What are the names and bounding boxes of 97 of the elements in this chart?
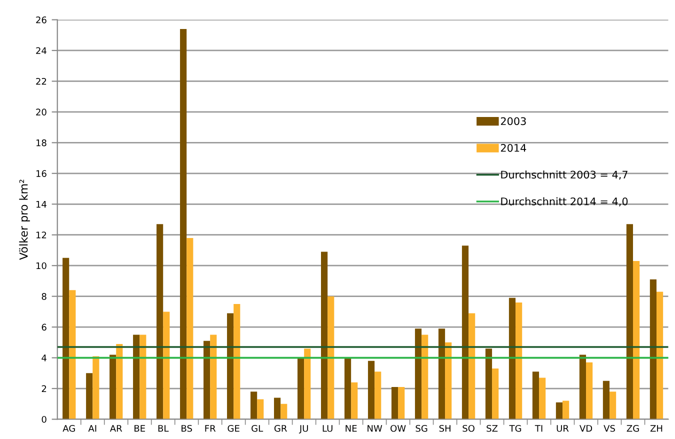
legend-label: Durchschnitt 2003 = 4,7 — [501, 170, 628, 180]
bar — [586, 362, 593, 420]
bar — [422, 334, 428, 420]
y-tick-label: 26 — [36, 16, 46, 24]
bar — [180, 28, 187, 420]
bar — [656, 292, 664, 420]
bar — [344, 358, 352, 420]
y-tick-label: 6 — [42, 324, 46, 331]
bar — [186, 238, 194, 420]
bar — [368, 360, 375, 420]
y-tick-label: 12 — [36, 232, 46, 238]
legend-label: Durchschnitt 2014 = 4,0 — [501, 197, 628, 206]
bar — [633, 260, 640, 420]
bar — [210, 334, 217, 420]
bar — [110, 354, 116, 420]
bar — [140, 334, 146, 420]
x-tick-label: VD — [580, 425, 592, 432]
x-tick-label: BL — [158, 425, 169, 432]
bar — [556, 402, 563, 420]
x-tick-label: ZG — [626, 424, 639, 432]
y-tick-label: 20 — [36, 108, 46, 116]
bar — [508, 298, 516, 420]
bar — [532, 372, 540, 420]
bar — [485, 348, 492, 420]
x-tick-label: ZH — [650, 425, 662, 432]
y-tick-label: 10 — [36, 262, 46, 270]
x-tick-label: AI — [88, 425, 96, 432]
bar — [62, 258, 70, 420]
y-tick-label: 24 — [36, 47, 46, 54]
bar — [297, 358, 304, 420]
bar — [133, 334, 140, 420]
bar — [462, 246, 469, 420]
x-tick-label: NE — [346, 425, 357, 432]
bar — [579, 354, 586, 420]
bar — [445, 342, 452, 420]
bar — [610, 392, 616, 420]
bar — [86, 373, 93, 420]
x-tick-label: SH — [439, 424, 450, 432]
bar — [92, 356, 100, 420]
bar — [280, 404, 288, 420]
bar — [414, 328, 422, 420]
bar — [539, 378, 546, 420]
x-tick-label: SG — [416, 424, 428, 432]
x-tick-label: OW — [390, 424, 406, 432]
bar — [468, 313, 476, 420]
bar — [602, 380, 610, 420]
bar — [398, 386, 405, 420]
bar — [304, 348, 311, 420]
bar — [438, 328, 446, 420]
y-tick-label: 16 — [36, 170, 46, 177]
bar — [234, 304, 240, 420]
bar — [626, 224, 634, 420]
x-tick-label: GR — [274, 424, 287, 432]
bar — [562, 400, 570, 420]
x-tick-label: GL — [252, 424, 264, 432]
x-tick-label: JU — [298, 425, 308, 434]
y-tick-label: 0 — [42, 416, 46, 423]
legend-label: 2014 — [500, 144, 526, 152]
bar — [320, 252, 328, 420]
y-axis-title: Völker pro km² — [19, 180, 30, 260]
bar — [650, 279, 656, 420]
y-tick-label: 22 — [36, 78, 46, 85]
bar — [374, 372, 382, 420]
legend-label: 2003 — [500, 117, 526, 126]
x-tick-label: SO — [462, 424, 474, 432]
x-tick-label: UR — [556, 425, 569, 432]
x-tick-label: BE — [134, 425, 145, 432]
bar — [492, 368, 499, 420]
bar — [516, 302, 522, 420]
bar — [257, 399, 264, 420]
bar — [204, 340, 210, 420]
y-tick-label: 14 — [36, 200, 46, 208]
bar — [156, 224, 164, 420]
bar — [274, 398, 281, 420]
y-tick-label: 18 — [36, 139, 46, 146]
bar — [351, 382, 358, 420]
x-tick-label: NW — [368, 425, 382, 432]
x-tick-label: TG — [509, 424, 522, 432]
y-tick-label: 8 — [42, 293, 46, 300]
bar — [391, 386, 398, 420]
x-tick-label: AG — [62, 424, 75, 432]
x-tick-label: GE — [228, 424, 240, 432]
bar — [116, 344, 123, 420]
x-tick-label: FR — [205, 425, 216, 432]
x-tick-label: SZ — [486, 424, 498, 432]
bar — [163, 312, 170, 420]
x-tick-label: VS — [604, 424, 615, 432]
bar — [69, 290, 76, 420]
bar — [227, 313, 234, 420]
x-tick-label: TI — [534, 425, 542, 432]
x-tick-label: BS — [182, 424, 192, 432]
y-tick-label: 4 — [42, 354, 46, 362]
x-tick-label: LU — [322, 425, 332, 432]
bar — [250, 392, 258, 420]
y-tick-label: 2 — [42, 385, 46, 392]
x-tick-label: AR — [110, 425, 122, 432]
bar — [328, 296, 334, 420]
